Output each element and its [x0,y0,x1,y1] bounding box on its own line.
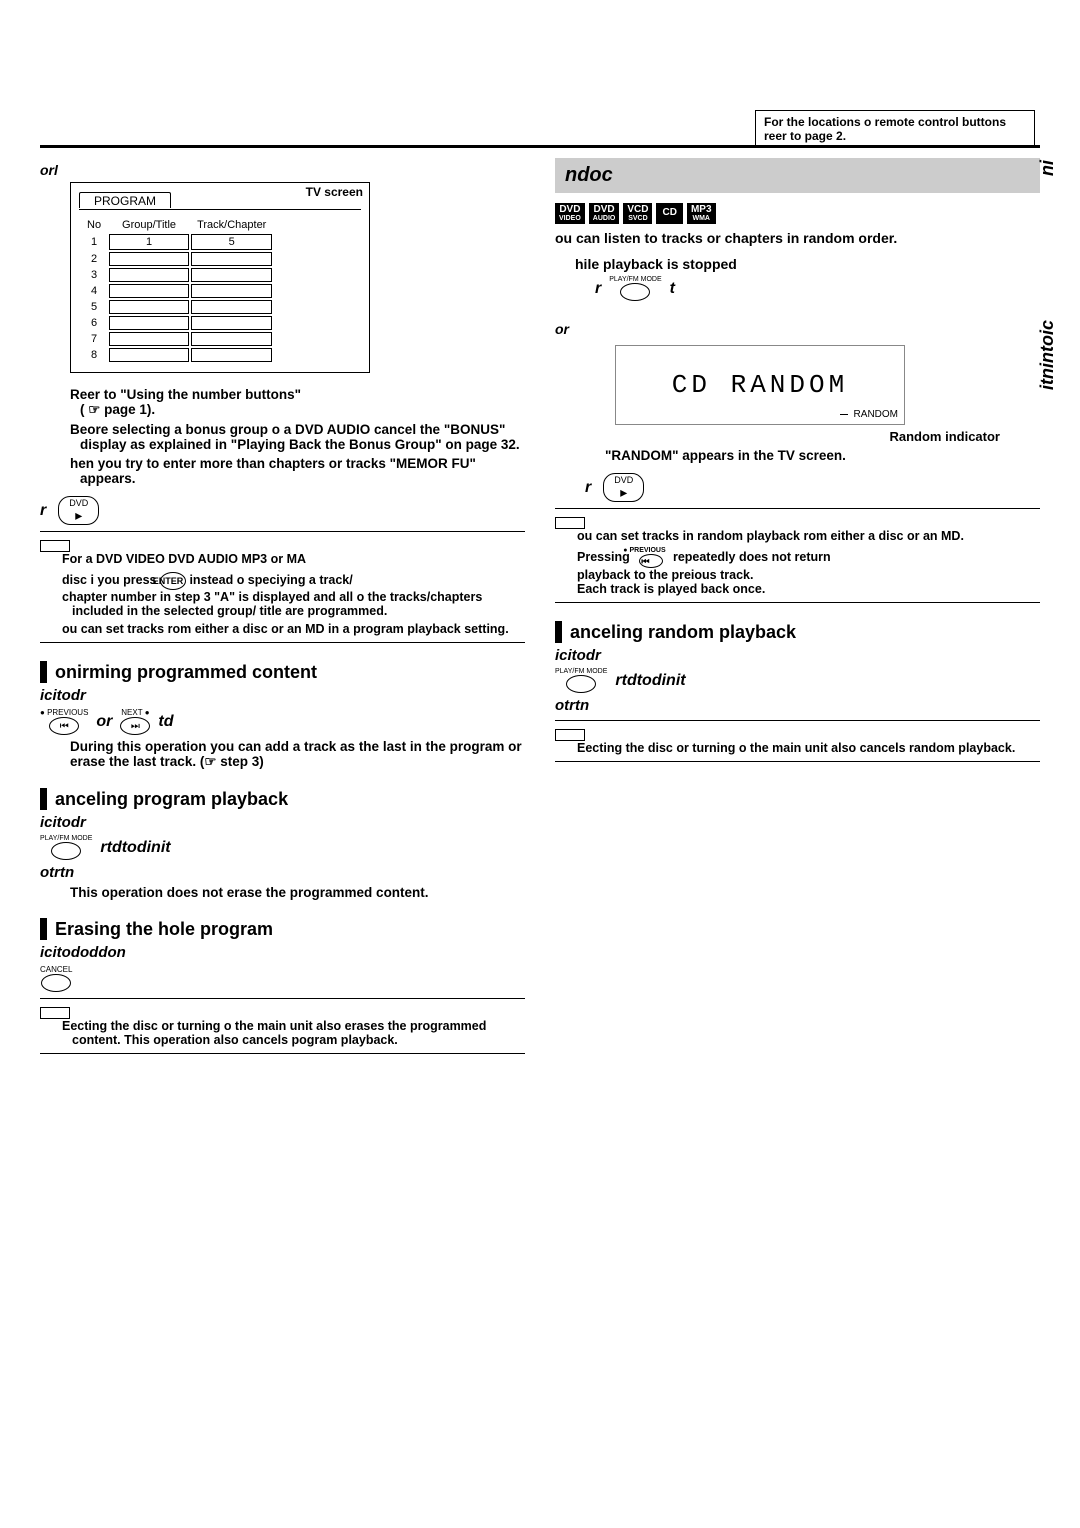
display-text: CD RANDOM [672,370,848,400]
badge-dvd-video: DVDVIDEO [555,203,585,224]
note-tab-icon [40,540,70,552]
note-tab-icon-3 [555,517,585,529]
dvd-play-button-2[interactable]: DVD▸ [603,473,644,502]
sub-cancel: icitodr [40,814,525,831]
play-fm-mode-button-3[interactable]: PLAY/FM MODE [555,668,607,693]
note-block-4: Eecting the disc or turning o the main u… [555,720,1040,762]
section-erase: Erasing the hole program [40,918,525,940]
press-r: r [40,502,46,520]
badge-cd: CD [656,203,682,224]
press-r-2: r [595,280,601,298]
rtd-label-2: rtdtodinit [615,672,685,690]
enter-button[interactable]: ENTER [160,572,186,590]
badge-vcd: VCDSVCD [623,203,652,224]
section-confirming: onirming programmed content [40,661,525,683]
td-label: td [158,713,173,731]
side-tab-1: ni [1037,160,1058,176]
side-tab-2: itnintoic [1037,320,1058,390]
sub-otrtn: otrtn [40,864,525,881]
display-indicator: CD RANDOM RANDOM [615,345,905,425]
random-indicator-label: RANDOM [854,409,898,420]
play-fm-mode-button-2[interactable]: PLAY/FM MODE [609,276,661,301]
note-block-2: Eecting the disc or turning o the main u… [40,998,525,1054]
badge-dvd-audio: DVDAUDIO [589,203,620,224]
t-label: t [670,280,675,298]
play-fm-mode-button[interactable]: PLAY/FM MODE [40,835,92,860]
col-group: Group/Title [109,218,189,232]
pointer-icon-2: ☞ [204,754,216,769]
section-cancel-random: anceling random playback [555,621,1040,643]
random-step: hile playback is stopped [575,256,1040,272]
next-icon: ⏭ [120,717,150,735]
prev-icon: ⏮ [49,717,79,735]
or-label-2: or [555,321,1040,337]
sub-erase: icitododdon [40,944,525,961]
or-label: or [96,713,112,731]
remote-location-note: For the locations o remote control butto… [755,110,1035,148]
right-column: ndoc DVDVIDEO DVDAUDIO VCDSVCD CD MP3WMA… [555,158,1040,1068]
col-no: No [81,218,107,232]
press-dvd-row: r DVD▸ [40,496,525,525]
note-tab-icon-2 [40,1007,70,1019]
col-track: Track/Chapter [191,218,272,232]
press-r-3: r [585,479,591,497]
previous-button[interactable]: ● PREVIOUS ⏮ [40,708,88,735]
random-header: ndoc [555,158,1040,193]
rtd-label: rtdtodinit [100,839,170,857]
random-appears: "RANDOM" appears in the TV screen. [605,448,1040,463]
bullet-1: Reer to "Using the number buttons" ( ☞ p… [70,387,525,418]
previous-button-2[interactable]: ● PREVIOUS ⏮ [633,547,669,568]
note-block-1: For a DVD VIDEO DVD AUDIO MP3 or MA disc… [40,531,525,643]
note-tab-icon-4 [555,729,585,741]
next-button[interactable]: NEXT ● ⏭ [120,708,150,735]
sub-confirm: icitodr [40,687,525,704]
sub-cancel-random: icitodr [555,647,1040,664]
left-column: orl TV screen PROGRAM No Group/Title Tra… [40,158,525,1068]
sub-otrtn-2: otrtn [555,697,1040,714]
cancel-button[interactable]: CANCEL [40,965,72,992]
tv-screen-box: TV screen PROGRAM No Group/Title Track/C… [70,182,370,373]
badge-mp3: MP3WMA [687,203,716,224]
play-icon: ▸ [75,508,82,522]
example-label: orl [40,162,525,178]
pointer-icon: ☞ [88,402,100,417]
play-icon-2: ▸ [620,485,627,499]
indicator-caption: Random indicator [555,429,1000,444]
dvd-play-button[interactable]: DVD▸ [58,496,99,525]
format-badges: DVDVIDEO DVDAUDIO VCDSVCD CD MP3WMA [555,203,1040,224]
program-table: No Group/Title Track/Chapter 115 2 3 4 5… [79,216,274,364]
cancel-body: This operation does not erase the pro­gr… [70,885,525,900]
program-tab: PROGRAM [79,192,171,208]
bullet-3: hen you try to enter more than chap­ters… [70,456,525,486]
tv-screen-label: TV screen [306,185,363,199]
confirm-body: During this operation you can add a trac… [70,739,525,770]
random-intro: ou can listen to tracks or chapters in r… [555,230,1040,246]
note-block-3: ou can set tracks in random playback rom… [555,508,1040,603]
prev-icon-2: ⏮ [639,554,663,568]
section-cancel-program: anceling program playback [40,788,525,810]
bullet-2: Beore selecting a bonus group o a DVD AU… [70,422,525,452]
instruction-bullets: Reer to "Using the number buttons" ( ☞ p… [70,387,525,486]
